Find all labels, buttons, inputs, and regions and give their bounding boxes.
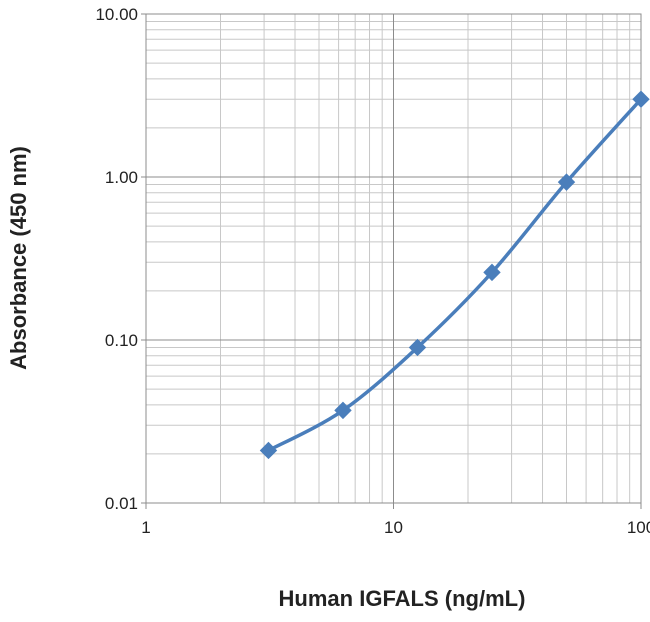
data-point-marker bbox=[259, 441, 278, 460]
x-axis-title: Human IGFALS (ng/mL) bbox=[279, 586, 526, 611]
data-point-marker bbox=[408, 338, 427, 357]
y-tick-label: 1.00 bbox=[105, 168, 138, 187]
data-point-marker bbox=[334, 401, 352, 420]
x-tick-label: 10 bbox=[384, 518, 403, 537]
y-tick-label: 10.00 bbox=[95, 5, 138, 24]
x-tick-label: 1 bbox=[141, 518, 150, 537]
y-tick-label: 0.01 bbox=[105, 494, 138, 513]
x-axis-tick-labels: 1 10 100 bbox=[141, 503, 650, 537]
data-point-marker bbox=[557, 173, 576, 191]
y-axis-tick-labels: 0.01 0.10 1.00 10.00 bbox=[95, 5, 146, 513]
series-line bbox=[267, 98, 643, 453]
data-point-marker bbox=[632, 90, 650, 108]
y-axis-title: Absorbance (450 nm) bbox=[6, 146, 31, 370]
x-tick-label: 100 bbox=[627, 518, 650, 537]
y-tick-label: 0.10 bbox=[105, 331, 138, 350]
series-layer bbox=[259, 90, 650, 460]
data-point-marker bbox=[483, 263, 501, 282]
